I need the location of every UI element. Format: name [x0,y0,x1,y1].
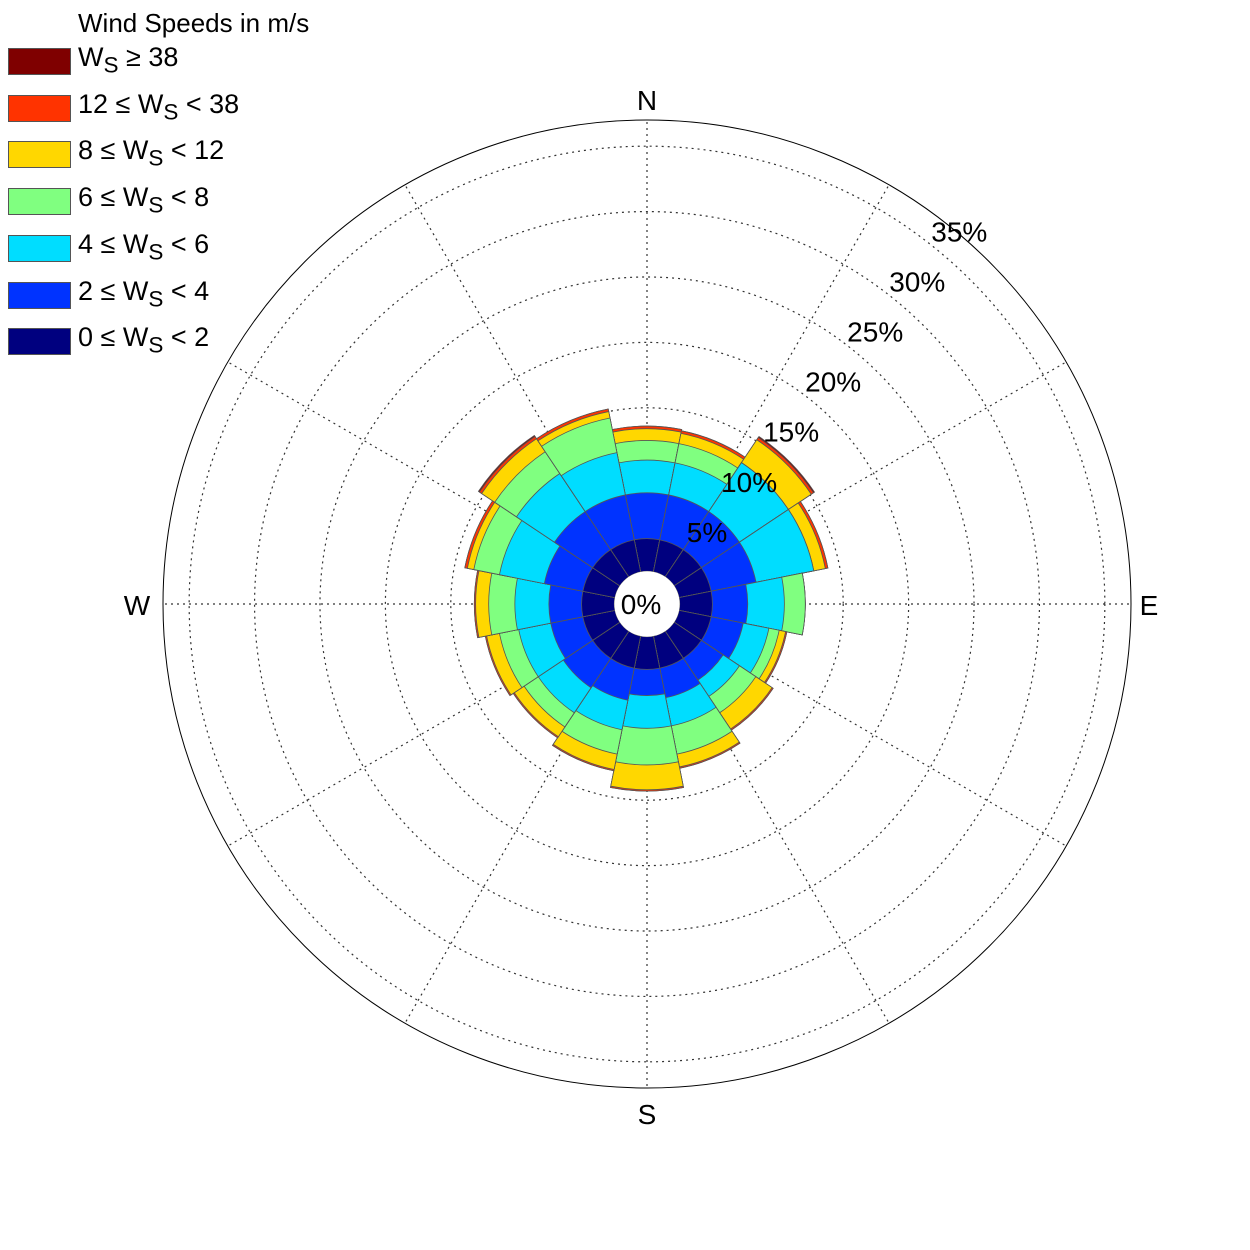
radial-tick-label: 15% [763,417,819,448]
legend-item: 8 ≤ WS < 12 [8,135,328,171]
grid-spoke [227,603,648,847]
legend-label: 0 ≤ WS < 2 [78,322,210,358]
grid-ring [384,341,910,867]
radial-tick-label: 35% [931,216,987,247]
direction-label-N: N [637,85,657,116]
grid-spoke [404,603,648,1024]
grid-ring [188,145,1106,1063]
center-hole [614,571,680,637]
legend-swatch [8,48,71,75]
grid-spoke [227,361,648,605]
legend-swatch [8,281,71,309]
legend-swatch [8,94,71,122]
legend-item: 12 ≤ WS < 38 [8,89,328,124]
radial-tick-label: 30% [889,266,945,297]
legend-item: 2 ≤ WS < 4 [8,276,328,311]
legend-item: WS ≥ 38 [8,42,328,77]
radial-tick-label: 25% [847,316,903,347]
legend-label: 6 ≤ WS < 8 [78,182,210,218]
direction-label-E: E [1140,590,1159,621]
grid-ring [253,210,1041,998]
radial-tick-label: 20% [805,367,861,398]
grid-spoke [646,184,890,605]
legend-label: 2 ≤ WS < 4 [78,275,210,311]
legend-label: 4 ≤ WS < 6 [78,228,210,265]
legend-label: WS ≥ 38 [78,42,179,78]
grid-spoke [404,184,648,605]
legend-label: 12 ≤ WS < 38 [78,88,240,125]
grid-ring [450,407,844,801]
radial-tick-label: 10% [721,467,777,498]
legend-swatch [8,328,71,356]
legend-label: 8 ≤ WS < 12 [78,135,225,171]
direction-label-W: W [124,590,151,621]
grid-ring [319,276,975,932]
legend-swatch [8,234,71,262]
direction-label-S: S [638,1099,657,1130]
legend-item: 4 ≤ WS < 6 [8,229,328,264]
legend-item: 6 ≤ WS < 8 [8,182,328,217]
legend-swatch [8,188,71,216]
grid-spoke [646,361,1067,605]
legend-item: 0 ≤ WS < 2 [8,322,328,358]
legend-title: Wind Speeds in m/s [78,8,310,38]
grid-spoke [646,603,1067,847]
radial-tick-label: 5% [687,517,727,548]
grid-spoke [646,603,890,1024]
legend-swatch [8,141,71,169]
radial-tick-label: 0% [621,589,661,620]
